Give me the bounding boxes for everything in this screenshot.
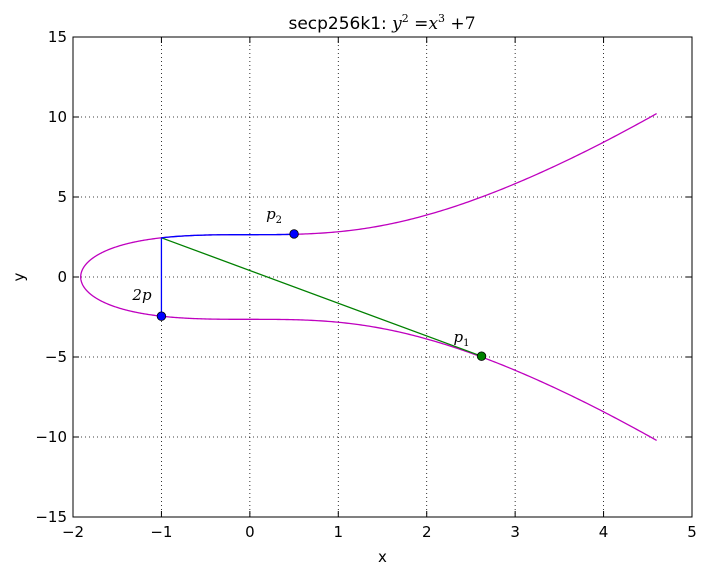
title-eq-plus: +: [445, 14, 465, 34]
lines-layer: [160, 233, 482, 357]
y-tick-label: 5: [57, 188, 67, 206]
curve-layer: [80, 113, 657, 441]
elliptic-curve: [80, 113, 657, 441]
grid: [73, 37, 692, 517]
title-eq-eq: =: [409, 14, 429, 34]
point-label: p2: [266, 205, 282, 226]
title-eq-x-exp: 3: [438, 12, 445, 25]
y-tick-label: 10: [48, 108, 67, 126]
point-marker: [156, 311, 167, 321]
title-eq-y-exp: 2: [402, 12, 409, 25]
title-prefix: secp256k1:: [288, 14, 392, 34]
x-tick-label: 4: [599, 523, 609, 541]
x-tick-label: −1: [150, 523, 172, 541]
title-eq-x: x: [428, 14, 438, 34]
point-marker: [476, 351, 487, 361]
title-eq-y: y: [391, 14, 402, 34]
x-tick-label: 3: [510, 523, 520, 541]
x-tick-label: 2: [422, 523, 432, 541]
x-tick-label: 1: [334, 523, 344, 541]
point-label: p1: [454, 328, 470, 349]
annotations-layer: p1 p2 2p: [131, 205, 469, 349]
point-marker: [289, 229, 299, 239]
y-tick-label: 0: [57, 268, 67, 286]
y-tick-label: −10: [35, 428, 67, 446]
y-axis-label: y: [10, 272, 28, 281]
y-tick-label: 15: [48, 28, 67, 46]
x-tick-label: 5: [687, 523, 697, 541]
x-tick-label: 0: [245, 523, 255, 541]
y-tick-label: −15: [35, 508, 67, 526]
x-tick-label: −2: [62, 523, 84, 541]
x-axis-label: x: [378, 548, 387, 566]
chart-title: secp256k1: y2 =x3 +7: [288, 12, 475, 34]
title-eq-const: 7: [465, 14, 476, 34]
point-label: 2p: [131, 286, 152, 304]
secant-line: [161, 237, 482, 357]
y-tick-label: −5: [45, 348, 67, 366]
curve-segment: [161, 233, 295, 239]
points-layer: [156, 229, 487, 361]
